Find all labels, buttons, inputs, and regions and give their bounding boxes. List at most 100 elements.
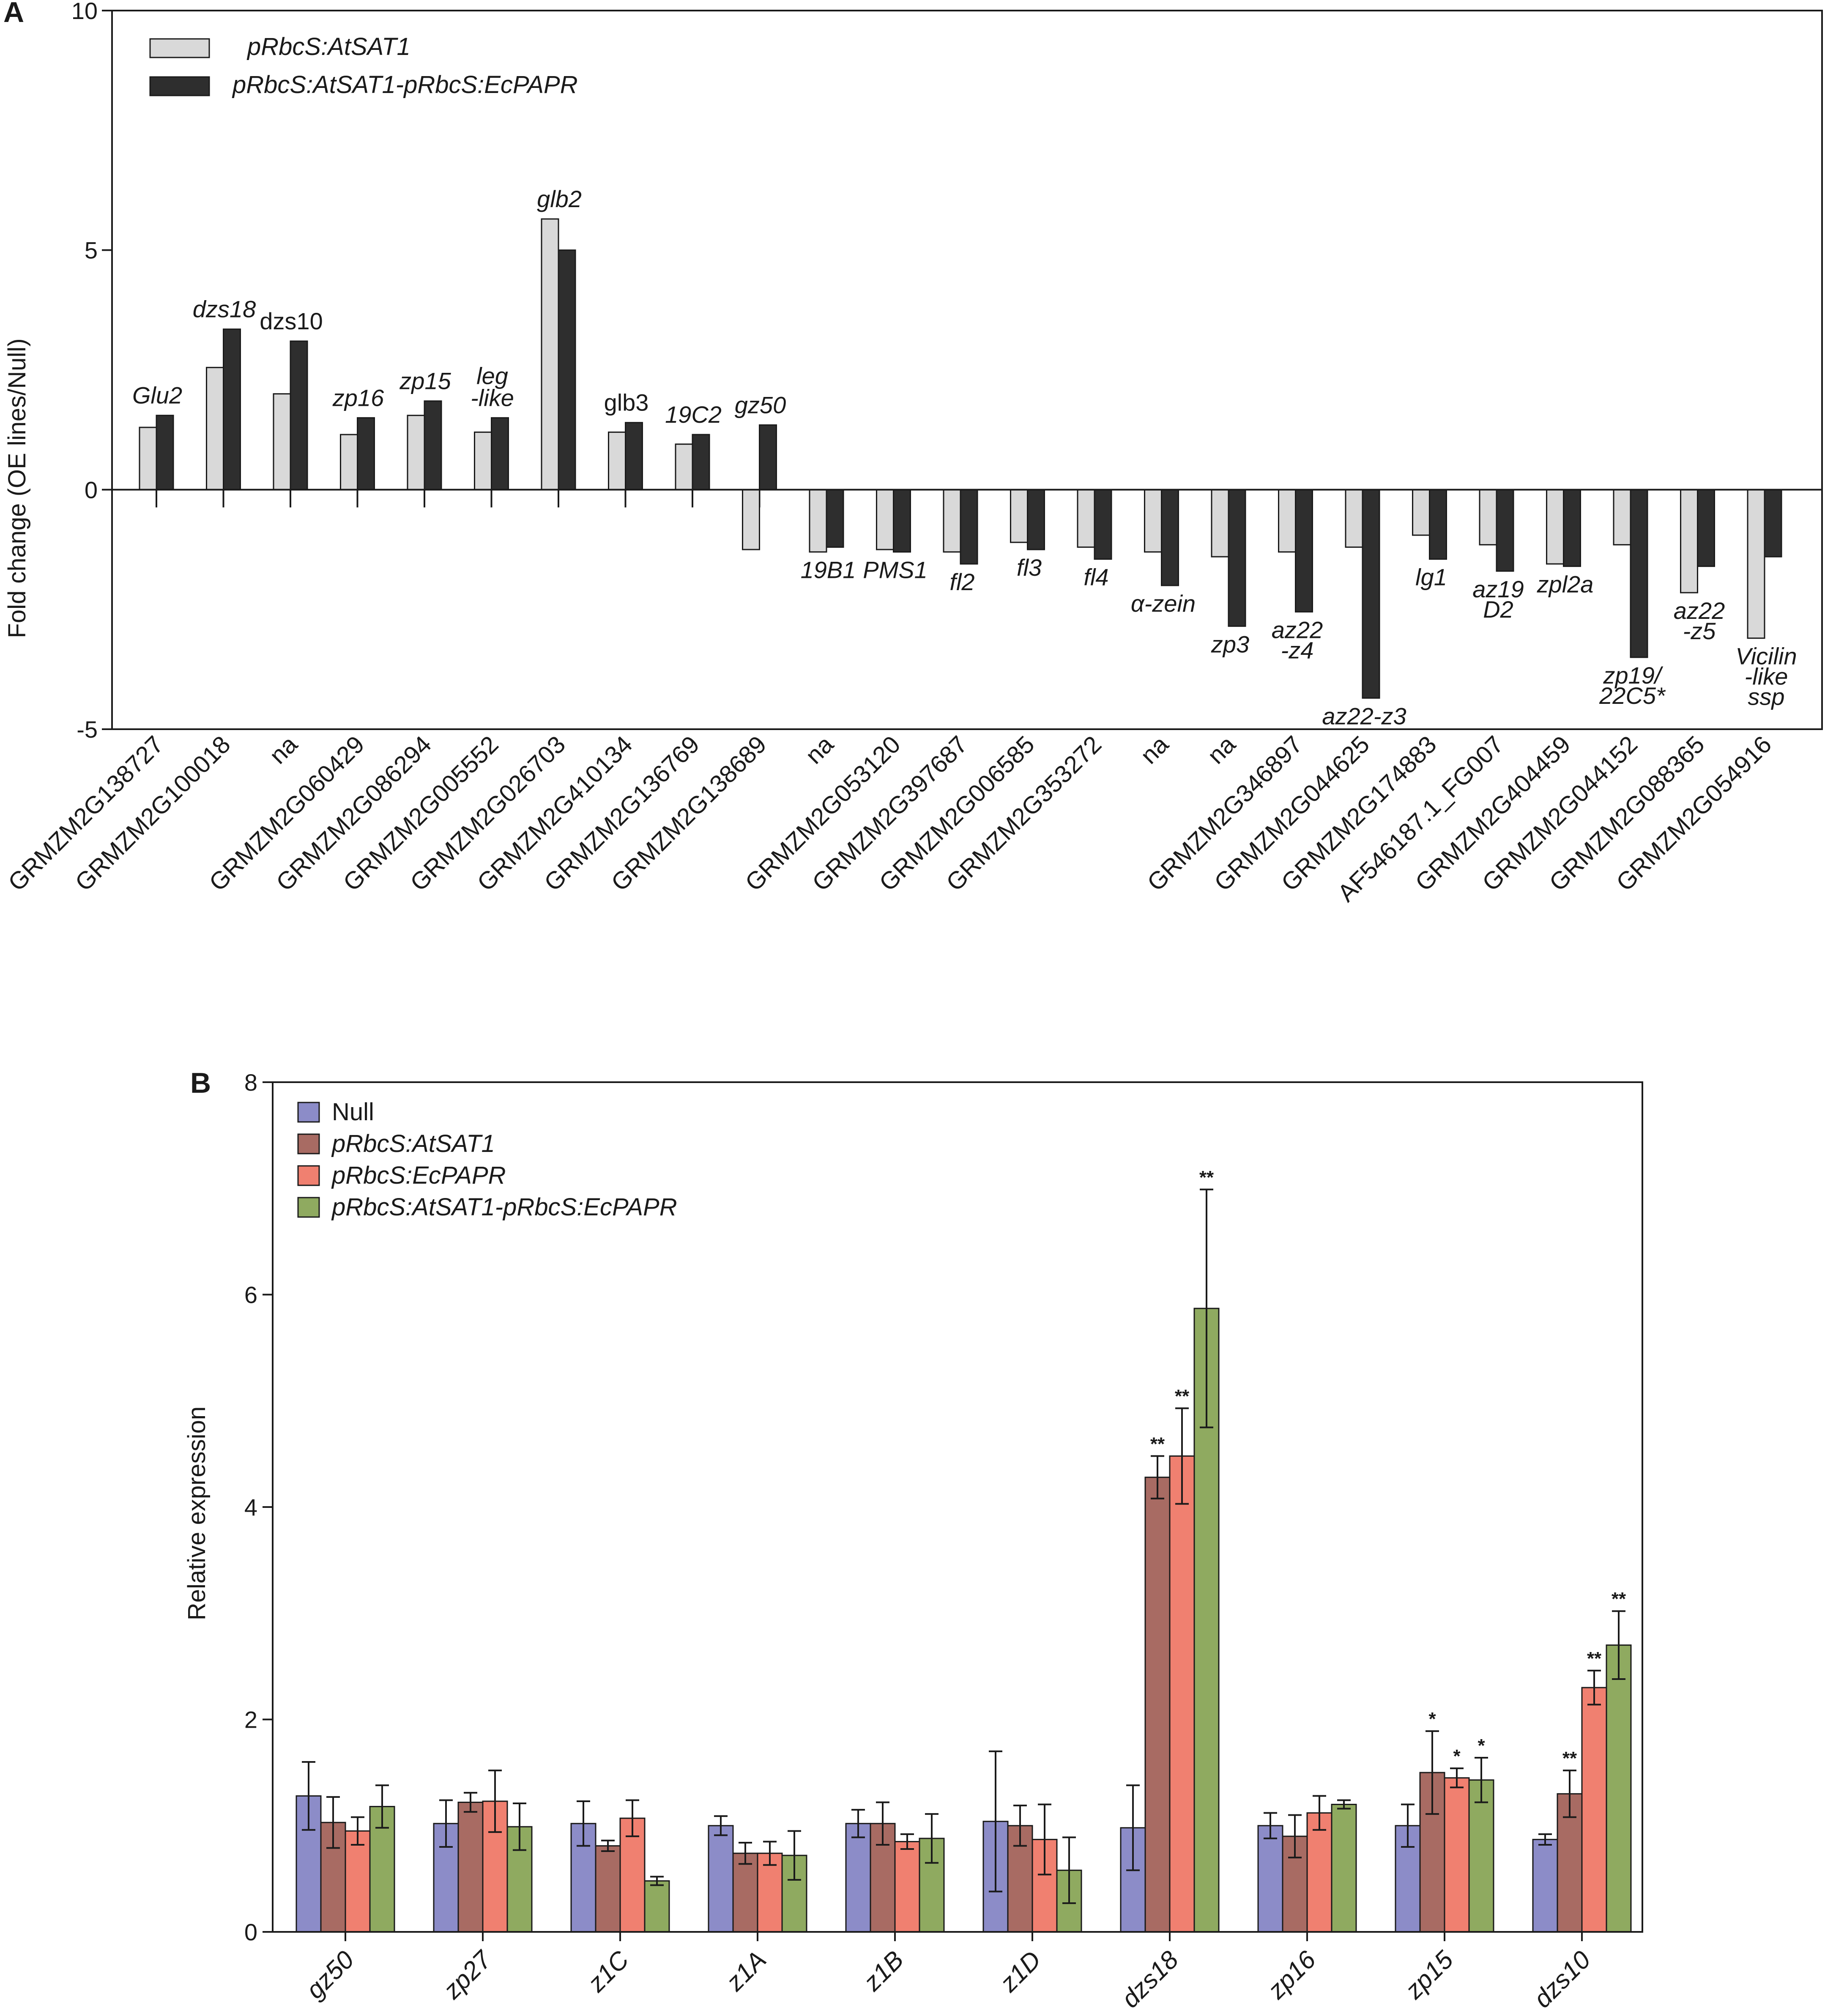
significance-marker: ** xyxy=(1175,1386,1190,1406)
panel-a-y-tick-label: -5 xyxy=(77,716,98,743)
panel-a-bar xyxy=(1613,489,1631,546)
panel-b-bar xyxy=(345,1830,371,1933)
panel-a-bar xyxy=(1362,489,1380,699)
panel-a-bar xyxy=(474,431,492,490)
panel-a-bar xyxy=(206,367,224,490)
panel-b-bar xyxy=(1606,1644,1632,1933)
gene-name-label: D2 xyxy=(1483,596,1513,623)
panel-b-letter: B xyxy=(190,1067,211,1099)
panel-a-bar xyxy=(809,489,827,553)
panel-a-y-tick-label: 10 xyxy=(71,0,98,24)
panel-a-bar xyxy=(1094,489,1112,560)
panel-a-letter: A xyxy=(3,0,24,28)
panel-b-bar xyxy=(1257,1825,1283,1933)
panel-b-legend-label: Null xyxy=(332,1098,374,1126)
panel-a-category-label: na xyxy=(1135,730,1174,769)
significance-marker: ** xyxy=(1199,1167,1214,1188)
panel-b-y-axis-title: Relative expression xyxy=(183,1406,211,1620)
significance-marker: ** xyxy=(1562,1748,1577,1769)
gene-name-label: glb2 xyxy=(537,186,582,212)
gene-name-label: dzs10 xyxy=(260,308,323,334)
panel-a-y-tick-label: 5 xyxy=(85,237,98,264)
gene-name-label: 19C2 xyxy=(665,401,722,428)
panel-a-bar xyxy=(1630,489,1648,658)
panel-b-category-label: gz50 xyxy=(301,1945,359,2004)
gene-name-label: -like xyxy=(1745,663,1788,690)
significance-marker: ** xyxy=(1587,1648,1602,1669)
panel-b-category-label: dzs10 xyxy=(1528,1945,1596,2013)
gene-name-label: Vicilin xyxy=(1735,643,1797,670)
panel-a-bar xyxy=(424,400,442,490)
gene-name-label: glb3 xyxy=(604,389,649,416)
panel-a-bar xyxy=(1680,489,1698,594)
panel-b-bar xyxy=(1581,1687,1607,1933)
panel-b-bar xyxy=(1169,1455,1195,1933)
gene-name-label: PMS1 xyxy=(863,557,928,583)
panel-a-legend-label: pRbcS:AtSAT1-pRbcS:EcPAPR xyxy=(232,71,578,98)
panel-b-category-label: zp27 xyxy=(438,1945,498,2005)
significance-marker: * xyxy=(1428,1709,1436,1729)
panel-a-bar xyxy=(742,489,760,550)
gene-name-label: zpl2a xyxy=(1537,571,1594,598)
panel-a-bar xyxy=(1429,489,1447,560)
gene-name-label: fl4 xyxy=(1084,564,1108,591)
panel-a-bar xyxy=(290,340,308,490)
gene-name-label: zp3 xyxy=(1211,631,1249,657)
panel-a-bar xyxy=(893,489,911,553)
panel-a-bar xyxy=(1278,489,1296,553)
panel-a-y-axis-title: Fold change (OE lines/Null) xyxy=(3,338,31,638)
significance-marker: * xyxy=(1453,1746,1461,1767)
gene-name-label: az22-z3 xyxy=(1322,703,1406,729)
panel-a-bar xyxy=(625,422,643,490)
gene-name-label: -z4 xyxy=(1281,637,1314,663)
gene-name-label: lg1 xyxy=(1415,564,1447,591)
gene-name-label: zp15 xyxy=(399,368,451,394)
panel-b-category-label: z1A xyxy=(720,1945,772,1997)
gene-name-label: zp16 xyxy=(332,384,384,411)
panel-a-bar xyxy=(1077,489,1095,548)
panel-a-bar xyxy=(1764,489,1782,558)
panel-a-legend-swatch xyxy=(149,38,210,58)
panel-b-legend-swatch xyxy=(297,1133,320,1154)
panel-b-category-label: dzs18 xyxy=(1116,1945,1184,2013)
panel-a-bar xyxy=(1345,489,1363,548)
panel-a-legend: pRbcS:AtSAT1 pRbcS:AtSAT1-pRbcS:EcPAPR xyxy=(149,33,578,98)
panel-b-bar xyxy=(1144,1477,1171,1933)
gene-name-label: dzs18 xyxy=(193,296,256,323)
panel-a-bar xyxy=(608,431,626,490)
panel-a-bar xyxy=(1161,489,1179,586)
panel-b-bar xyxy=(644,1880,670,1933)
panel-a-bars xyxy=(139,218,1782,699)
gene-name-label: az19 xyxy=(1472,576,1524,602)
panel-a-bar xyxy=(1144,489,1162,553)
panel-b-y-tick-label: 2 xyxy=(244,1707,257,1733)
panel-a-category-label: na xyxy=(1202,730,1241,769)
panel-b-category-label: z1D xyxy=(994,1945,1047,1998)
panel-a-bar xyxy=(273,393,291,490)
significance-marker: ** xyxy=(1612,1589,1626,1609)
panel-a-y-ticks: 10 5 0 -5 xyxy=(71,0,112,743)
panel-b-bar xyxy=(1306,1812,1332,1933)
panel-a-bar xyxy=(1747,489,1765,639)
gene-name-label: zp19/ xyxy=(1603,662,1664,689)
gene-name-label: fl3 xyxy=(1017,554,1042,581)
gene-name-label: az22 xyxy=(1674,597,1725,624)
panel-a-bar xyxy=(156,415,174,490)
panel-b-category-labels: gz50 zp27 z1C z1A z1B z1D dzs18 zp16 zp15 dzs10 xyxy=(301,1945,1596,2013)
panel-a-bar xyxy=(1211,489,1229,558)
panel-b-category-label: zp15 xyxy=(1399,1945,1459,2005)
significance-marker: ** xyxy=(1150,1433,1165,1454)
panel-a-bar xyxy=(340,434,358,490)
panel-a-bar xyxy=(223,328,241,490)
panel-a-bar xyxy=(826,489,844,548)
panel-a-category-label: na xyxy=(800,730,839,769)
panel-a-bar xyxy=(1295,489,1313,613)
panel-b-y-tick-label: 6 xyxy=(244,1282,257,1308)
gene-name-label: ssp xyxy=(1748,684,1784,710)
panel-b-category-label: z1C xyxy=(582,1945,635,1997)
panel-a-bar xyxy=(541,218,559,490)
panel-b-bar xyxy=(1532,1838,1558,1933)
panel-b-bar xyxy=(1444,1777,1470,1933)
